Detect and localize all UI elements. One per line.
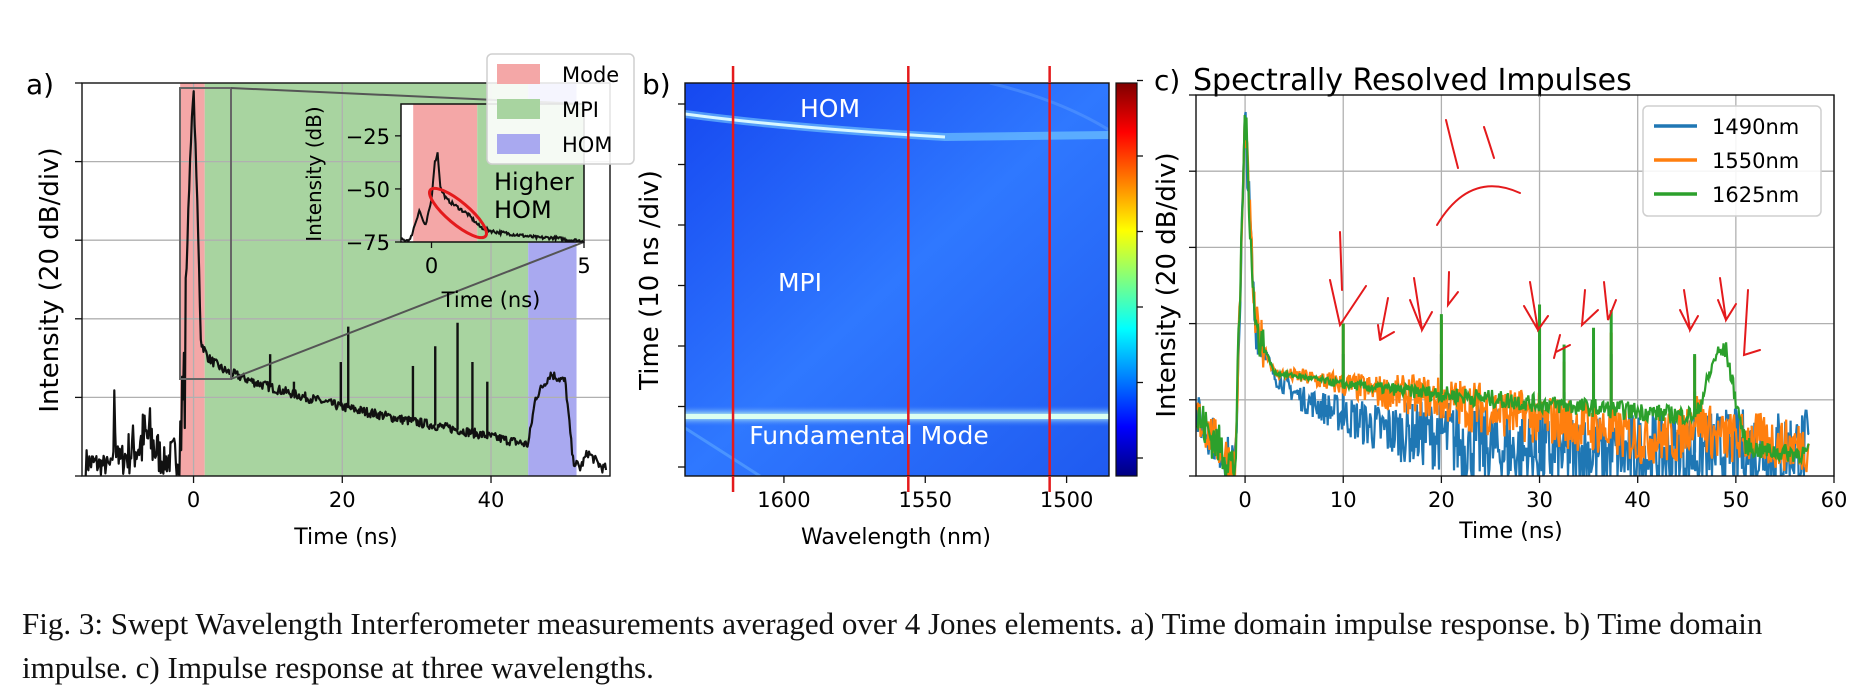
panel-a-ylabel: Intensity (20 dB/div): [35, 147, 65, 412]
hand-mark: [1580, 289, 1599, 328]
hand-mark: [1409, 277, 1433, 334]
heatmap: [685, 83, 1109, 476]
figure-caption: Fig. 3: Swept Wavelength Interferometer …: [22, 606, 1763, 685]
series-1625nm: [1196, 114, 1810, 476]
panel-c: c) Spectrally Resolved Impulses 0 10 20 30 4…: [1152, 63, 1847, 544]
inset-region-mode: [413, 104, 478, 242]
panel-a: a) 0 20 40 Time (ns) Intensity (20 dB/div)…: [26, 53, 635, 550]
panel-b: b) 1600 1550 1500 HOM MPI Fundamental Mode…: [635, 66, 1143, 550]
panel-a-xtick-label: 0: [187, 488, 200, 512]
panel-c-xtick-label: 0: [1238, 488, 1251, 512]
hand-mark: [1717, 277, 1737, 323]
hand-mark: [1742, 289, 1761, 357]
hand-mark: [1523, 281, 1549, 333]
panel-b-xlabel: Wavelength (nm): [801, 525, 991, 550]
legend-swatch-mpi: [497, 99, 540, 119]
legend-label-mode: Mode: [562, 63, 619, 87]
inset-annotation: Higher HOM: [494, 168, 574, 224]
legend-swatch-mode: [497, 64, 540, 84]
inset-ylabel: Intensity (dB): [302, 106, 326, 241]
heatmap-faint-arc: [989, 83, 1109, 132]
panel-c-legend: 1490nm 1550nm 1625nm: [1642, 105, 1822, 217]
hand-mark: [1377, 297, 1395, 341]
heatmap-label-fundamental-mode: Fundamental Mode: [749, 421, 989, 450]
panel-a-legend: Mode MPI HOM: [486, 53, 635, 165]
panel-b-ylabel: Time (10 ns /div): [635, 170, 665, 391]
inset-xtick-label: 0: [425, 254, 438, 278]
hand-mark: [1679, 289, 1699, 333]
panel-c-title: Spectrally Resolved Impulses: [1193, 63, 1632, 98]
legend-label-1625nm: 1625nm: [1712, 183, 1799, 207]
legend-label-1490nm: 1490nm: [1712, 115, 1799, 139]
panel-b-xtick-label: 1600: [757, 488, 810, 512]
colorbar: [1115, 82, 1138, 477]
heatmap-hom-core: [685, 112, 946, 139]
panel-a-xtick-label: 40: [478, 488, 505, 512]
panel-b-frame: [684, 82, 1110, 477]
panel-a-series-impulse: [84, 90, 608, 476]
panel-a-frame: [81, 82, 611, 477]
heatmap-label-mpi: MPI: [778, 268, 822, 297]
legend-swatch-hom: [497, 134, 540, 154]
heatmap-fundamental-band: [685, 414, 1109, 419]
inset-xtick-label: 5: [577, 254, 590, 278]
panel-c-label: c): [1154, 64, 1180, 97]
panel-c-legend-box: [1642, 105, 1822, 217]
panel-c-xtick-label: 20: [1428, 488, 1455, 512]
inset-ytick-label: −50: [346, 178, 390, 202]
hand-mark: [1436, 185, 1521, 226]
hand-mark: [1483, 126, 1495, 159]
heatmap-label-hom: HOM: [800, 94, 860, 123]
inset-ytick-label: −25: [346, 125, 390, 149]
legend-label-1550nm: 1550nm: [1712, 149, 1799, 173]
inset-xlabel: Time (ns): [441, 288, 541, 312]
panel-a-xlabel: Time (ns): [293, 525, 397, 550]
hand-mark: [1446, 271, 1459, 309]
hand-mark: [1329, 231, 1367, 328]
legend-label-hom: HOM: [562, 133, 612, 157]
panel-c-xtick-label: 10: [1330, 488, 1357, 512]
hand-mark: [1603, 281, 1617, 321]
inset-annotation-line: HOM: [494, 196, 552, 224]
panel-c-xtick-label: 50: [1722, 488, 1749, 512]
panel-b-xtick-label: 1500: [1040, 488, 1093, 512]
panel-b-xtick-label: 1550: [899, 488, 952, 512]
inset-annotation-line: Higher: [494, 168, 574, 196]
panel-c-ylabel: Intensity (20 dB/div): [1152, 152, 1182, 417]
panel-c-xtick-label: 40: [1624, 488, 1651, 512]
inset-ytick-label: −75: [346, 231, 390, 255]
panel-c-frame: [1195, 94, 1835, 477]
zoom-line-bottom: [230, 241, 585, 380]
zoom-box: [179, 87, 232, 380]
hand-mark: [1553, 334, 1571, 359]
panel-a-label: a): [26, 68, 54, 101]
panel-b-label: b): [642, 68, 671, 101]
panel-a-xtick-label: 20: [329, 488, 356, 512]
panel-c-xtick-label: 60: [1821, 488, 1848, 512]
heatmap-diagonal-streak: [685, 426, 761, 476]
legend-label-mpi: MPI: [562, 98, 599, 122]
handwritten-annotations: [1329, 119, 1761, 359]
panel-c-xlabel: Time (ns): [1458, 519, 1562, 544]
inset-highlight-ellipse: [428, 186, 488, 240]
panel-c-xtick-label: 30: [1526, 488, 1553, 512]
hand-mark: [1445, 119, 1459, 169]
